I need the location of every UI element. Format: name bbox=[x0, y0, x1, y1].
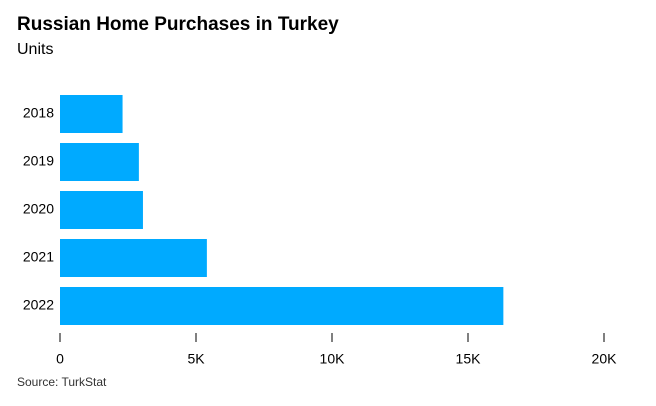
source-note: Source: TurkStat bbox=[17, 375, 107, 389]
bar bbox=[60, 287, 504, 325]
chart-title: Russian Home Purchases in Turkey bbox=[17, 14, 339, 35]
y-tick-label: 2019 bbox=[23, 153, 54, 169]
y-tick-label: 2018 bbox=[23, 105, 54, 121]
x-tick-label: 0 bbox=[56, 351, 64, 367]
x-tick-label: 5K bbox=[187, 351, 205, 367]
y-tick-label: 2021 bbox=[23, 249, 54, 265]
y-tick-label: 2022 bbox=[23, 297, 54, 313]
bar bbox=[60, 143, 139, 181]
chart-subtitle: Units bbox=[17, 41, 53, 58]
x-tick-label: 15K bbox=[456, 351, 482, 367]
y-tick-label: 2020 bbox=[23, 201, 54, 217]
bar bbox=[60, 95, 123, 133]
bar bbox=[60, 239, 207, 277]
x-tick-label: 20K bbox=[592, 351, 618, 367]
bar bbox=[60, 191, 143, 229]
x-tick-label: 10K bbox=[320, 351, 346, 367]
